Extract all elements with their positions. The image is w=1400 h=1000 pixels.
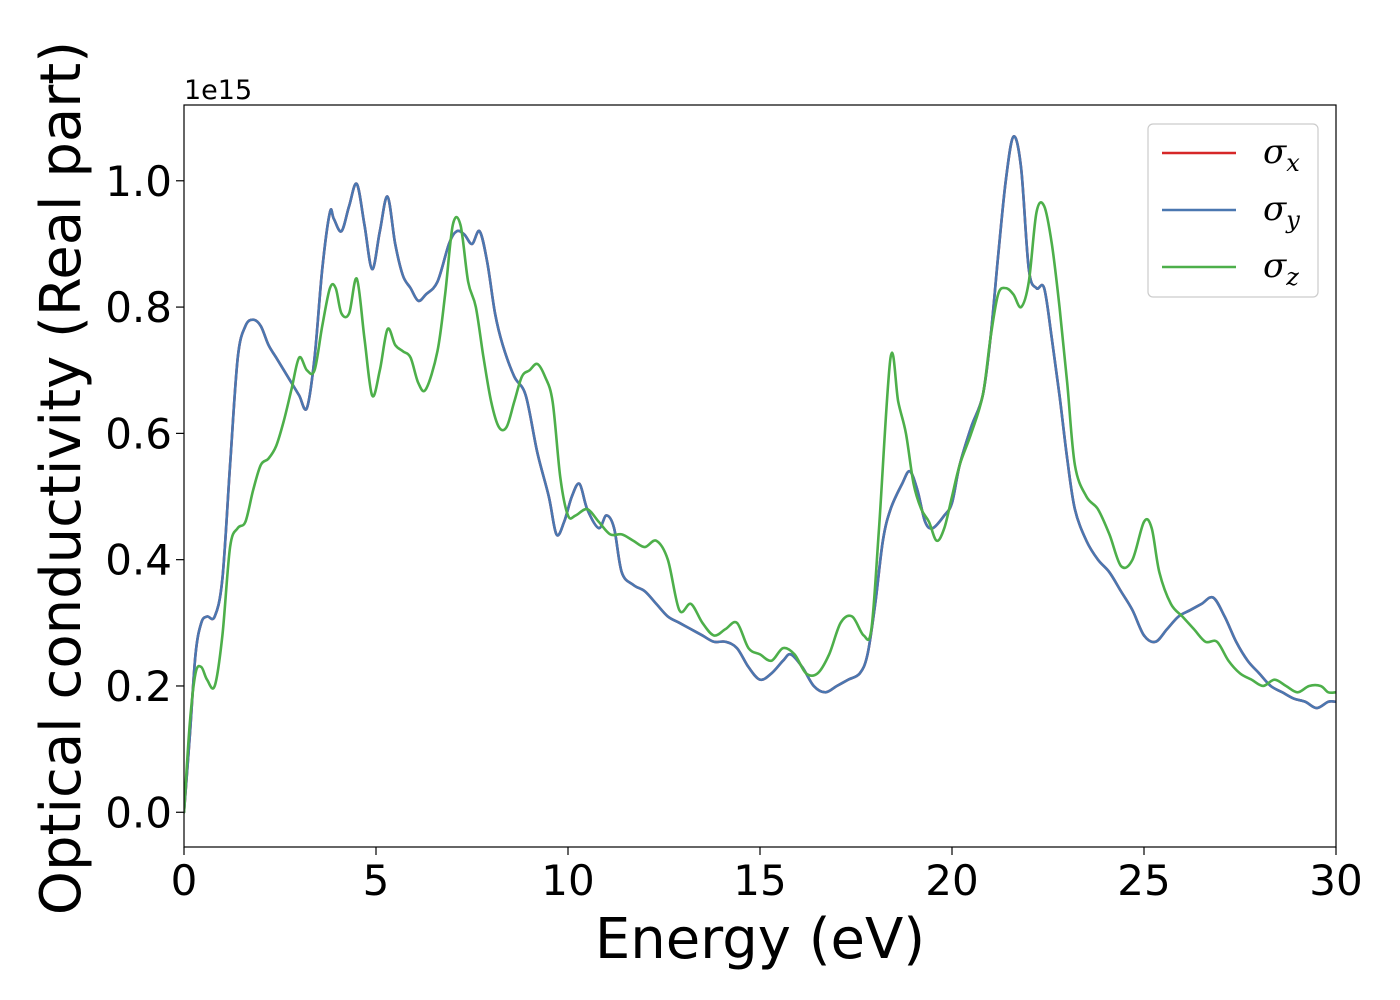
series-layer <box>184 135 1336 814</box>
x-tick-label: 25 <box>1117 856 1170 905</box>
x-tick-label: 5 <box>363 856 390 905</box>
y-tick-label: 0.8 <box>105 283 172 332</box>
x-tick-label: 15 <box>733 856 786 905</box>
legend-label-sigma-z: σz <box>1263 246 1299 291</box>
y-tick-label: 0.6 <box>105 409 172 458</box>
y-axis: 0.0 0.2 0.4 0.6 0.8 1.0 <box>105 157 184 837</box>
legend-label-symbol: σ <box>1263 132 1287 172</box>
x-tick-label: 10 <box>541 856 594 905</box>
x-axis-label: Energy (eV) <box>595 907 925 972</box>
y-axis-label: Optical conductivity (Real part) <box>29 41 94 915</box>
y-axis-offset-label: 1e15 <box>184 75 252 106</box>
legend-label-subscript: x <box>1286 149 1300 177</box>
legend-label-subscript: y <box>1285 206 1300 234</box>
x-tick-label: 30 <box>1309 856 1362 905</box>
x-tick-label: 20 <box>925 856 978 905</box>
series-line-sigma-y <box>184 135 1336 814</box>
x-tick-label: 0 <box>171 856 198 905</box>
x-axis: 0 5 10 15 20 25 30 <box>171 847 1363 905</box>
legend-label-subscript: z <box>1285 263 1299 291</box>
legend-label-sigma-y: σy <box>1263 189 1300 234</box>
legend-label-sigma-x: σx <box>1263 132 1300 177</box>
legend-label-symbol: σ <box>1263 189 1287 229</box>
y-tick-label: 0.0 <box>105 788 172 837</box>
y-tick-label: 0.4 <box>105 536 172 585</box>
legend-label-symbol: σ <box>1263 246 1287 286</box>
series-line-sigma-z <box>184 201 1336 814</box>
y-tick-label: 1.0 <box>105 157 172 206</box>
y-tick-label: 0.2 <box>105 662 172 711</box>
